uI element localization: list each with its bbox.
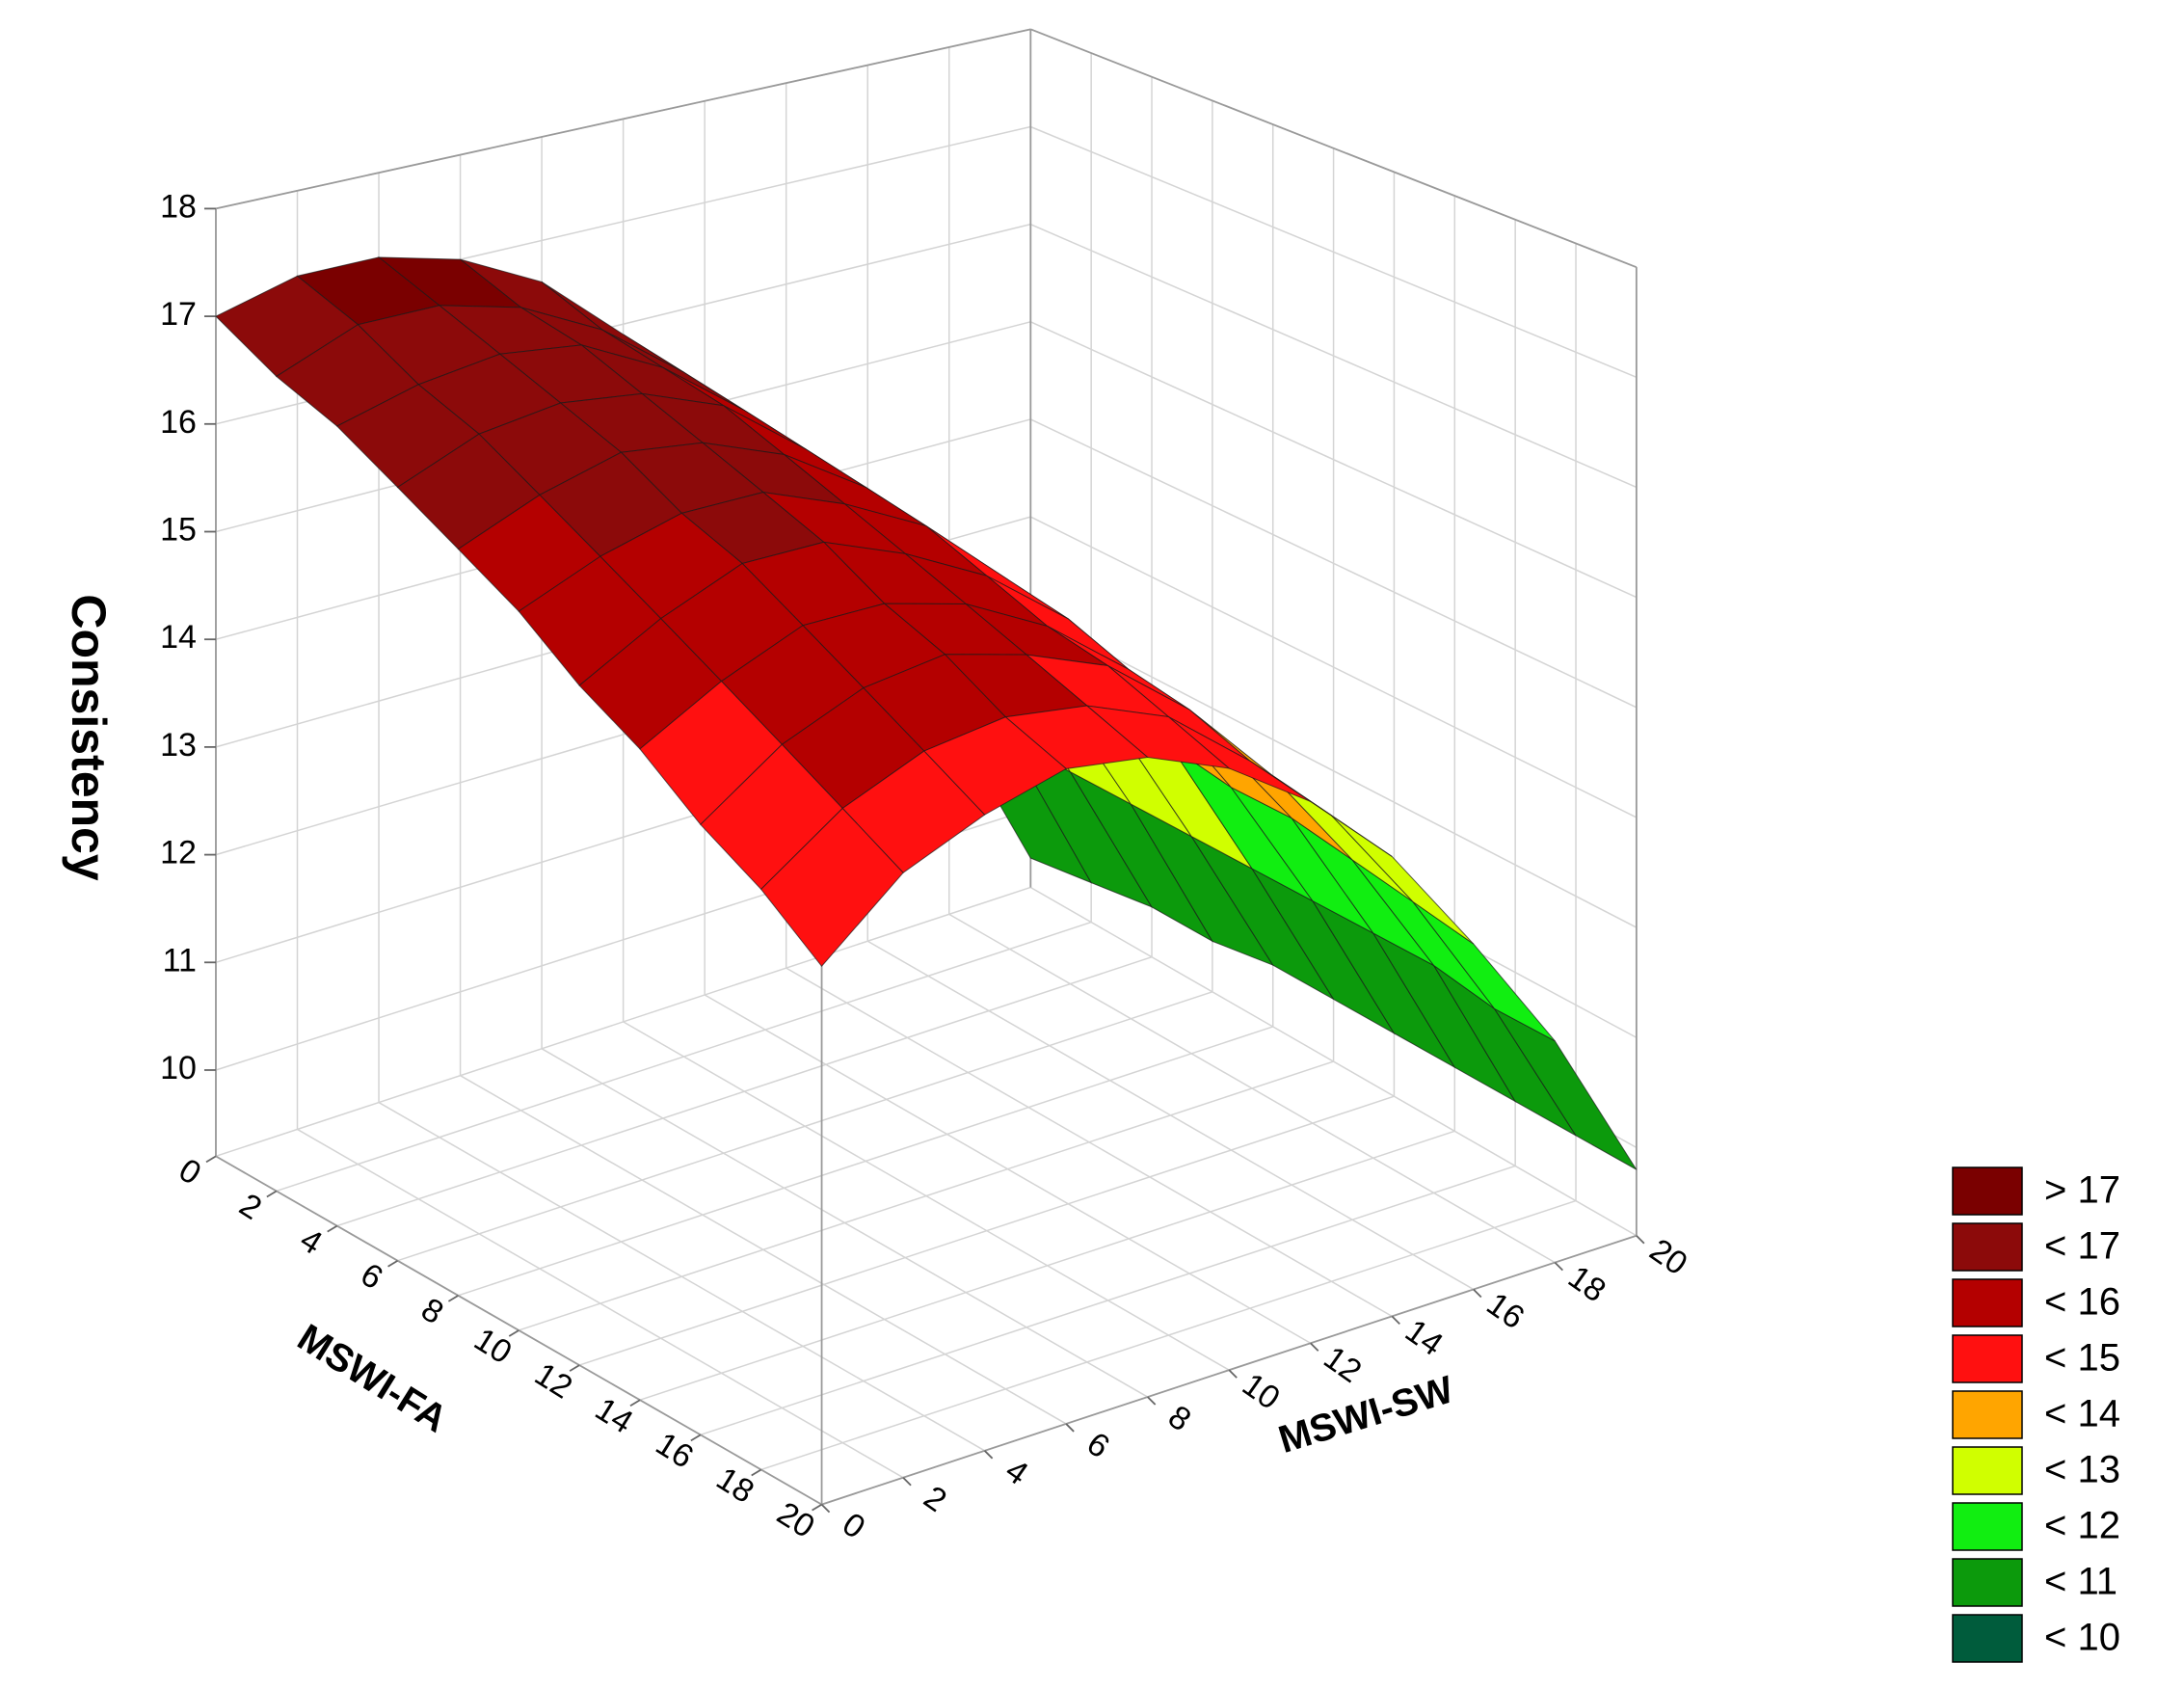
- z-tick-label: 11: [163, 942, 197, 979]
- tick-mark: [690, 1434, 702, 1442]
- grid-line: [639, 1130, 1455, 1401]
- tick-mark: [327, 1224, 338, 1233]
- legend-label: < 17: [2044, 1225, 2120, 1268]
- tick-mark: [205, 1155, 217, 1164]
- grid-line: [276, 921, 1092, 1193]
- legend-label: < 14: [2044, 1393, 2120, 1435]
- grid-line: [700, 1165, 1516, 1436]
- z-tick-label: 10: [160, 1050, 197, 1086]
- legend-label: < 13: [2044, 1449, 2120, 1491]
- tick-mark: [751, 1468, 762, 1477]
- tick-mark: [629, 1399, 641, 1407]
- legend-label: > 17: [2044, 1169, 2120, 1212]
- legend-swatch: [1952, 1446, 2023, 1495]
- z-axis-title: Consistency: [62, 594, 116, 881]
- z-tick-label: 13: [160, 727, 197, 764]
- legend-swatch: [1952, 1558, 2023, 1607]
- grid-line: [519, 1060, 1334, 1331]
- legend-label: < 10: [2044, 1617, 2120, 1659]
- tick-mark: [983, 1450, 994, 1460]
- legend-swatch: [1952, 1334, 2023, 1383]
- z-tick-label: 17: [160, 296, 197, 333]
- tick-mark: [387, 1259, 399, 1268]
- box-edge: [215, 28, 1031, 210]
- grid-line: [397, 991, 1213, 1262]
- tick-mark: [266, 1190, 278, 1198]
- tick-mark: [1473, 1288, 1482, 1299]
- tick-mark: [1391, 1315, 1400, 1326]
- grid-line: [458, 1026, 1273, 1297]
- z-tick-label: 18: [160, 188, 197, 225]
- tick-mark: [812, 1503, 823, 1512]
- grid-line: [578, 1095, 1395, 1366]
- grid-line: [215, 886, 1031, 1158]
- legend-swatch: [1952, 1614, 2023, 1663]
- z-tick-label: 12: [160, 835, 197, 871]
- tick-mark: [569, 1364, 580, 1372]
- tick-mark: [1554, 1261, 1563, 1272]
- tick-mark: [820, 1503, 831, 1514]
- surface-cell: [760, 807, 904, 968]
- legend-label: < 15: [2044, 1337, 2120, 1380]
- box-edge: [1029, 28, 1638, 268]
- tick-mark: [1310, 1342, 1319, 1352]
- legend-label: < 16: [2044, 1281, 2120, 1324]
- legend-label: < 12: [2044, 1505, 2120, 1547]
- grid-line: [336, 956, 1153, 1227]
- legend-swatch: [1952, 1278, 2023, 1327]
- tick-mark: [1065, 1423, 1075, 1433]
- tick-mark: [1636, 1235, 1645, 1245]
- tick-mark: [508, 1329, 519, 1337]
- legend-label: < 11: [2044, 1561, 2117, 1603]
- legend-swatch: [1952, 1502, 2023, 1551]
- legend-swatch: [1952, 1166, 2023, 1216]
- legend-swatch: [1952, 1222, 2023, 1272]
- grid-line: [760, 1199, 1577, 1471]
- z-tick-label: 16: [160, 404, 197, 441]
- z-tick-label: 14: [160, 619, 197, 656]
- tick-mark: [1147, 1396, 1157, 1406]
- tick-mark: [447, 1295, 459, 1302]
- tick-mark: [1228, 1369, 1238, 1379]
- tick-mark: [902, 1477, 912, 1487]
- legend-swatch: [1952, 1390, 2023, 1439]
- z-tick-label: 15: [160, 511, 197, 548]
